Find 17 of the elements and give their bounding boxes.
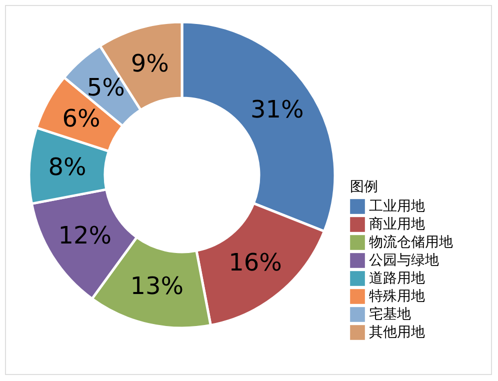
data-label: 5% <box>86 74 125 102</box>
legend-label: 工业用地 <box>369 198 425 214</box>
legend-label: 物流仓储用地 <box>369 234 453 250</box>
data-label: 16% <box>228 248 282 277</box>
data-label: 31% <box>250 95 304 124</box>
legend-label: 商业用地 <box>369 216 425 232</box>
legend-label: 宅基地 <box>369 306 411 322</box>
data-label: 13% <box>130 272 184 300</box>
data-label: 8% <box>48 152 86 181</box>
data-label: 12% <box>58 222 112 250</box>
data-label: 9% <box>130 50 169 78</box>
legend-label: 公园与绿地 <box>369 252 439 268</box>
legend-label: 特殊用地 <box>369 288 425 304</box>
legend-label: 其他用地 <box>369 324 425 340</box>
legend-label: 道路用地 <box>369 270 425 286</box>
data-label: 6% <box>62 104 100 133</box>
legend-title: 图例 <box>350 179 378 195</box>
